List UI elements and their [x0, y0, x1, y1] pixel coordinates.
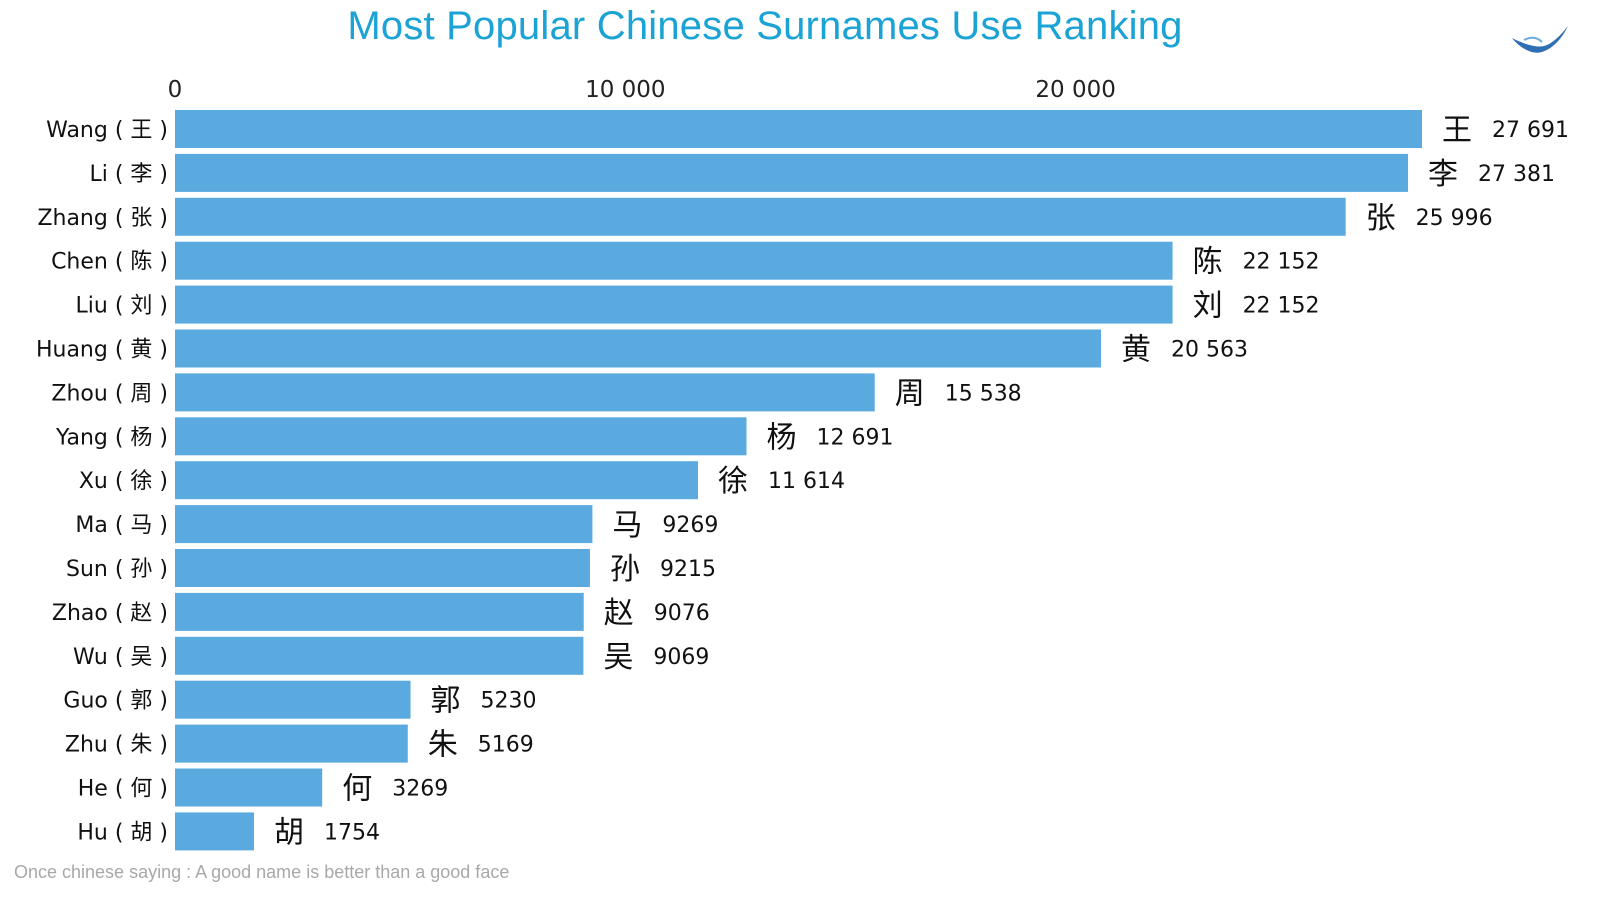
category-label: Hu ( 胡 ) [77, 820, 168, 845]
bar [175, 329, 1102, 368]
bar-hanzi-label: 郭 [431, 684, 461, 719]
bar-hanzi-label: 周 [895, 376, 925, 411]
x-tick-label: 0 [168, 77, 183, 103]
bird-wing-icon [1512, 26, 1568, 53]
category-label: Liu ( 刘 ) [76, 294, 168, 319]
bar [175, 241, 1173, 280]
bar [175, 110, 1422, 148]
category-label: Sun ( 孙 ) [66, 557, 168, 582]
category-label: Xu ( 徐 ) [79, 469, 168, 494]
bar [175, 592, 584, 631]
bar [175, 417, 747, 456]
x-tick-label: 10 000 [585, 77, 665, 103]
category-label: Zhao ( 赵 ) [52, 601, 168, 626]
bar [175, 549, 590, 587]
bar [175, 461, 699, 500]
category-label: Wu ( 吴 ) [73, 645, 168, 670]
bar [175, 373, 875, 412]
bar-hanzi-label: 孙 [610, 552, 640, 587]
category-label: Wang ( 王 ) [46, 118, 168, 143]
category-label: Ma ( 马 ) [75, 513, 168, 538]
bar-hanzi-label: 李 [1428, 157, 1458, 192]
data-label: 5169 [478, 733, 534, 758]
bar [175, 153, 1409, 192]
bar-hanzi-label: 刘 [1193, 289, 1223, 324]
data-label: 5230 [481, 689, 537, 714]
data-label: 1754 [324, 820, 380, 845]
footnote: Once chinese saying : A good name is bet… [14, 862, 510, 882]
bar [175, 285, 1173, 324]
bar [175, 197, 1346, 236]
data-label: 9069 [653, 645, 709, 670]
data-label: 12 691 [817, 425, 894, 450]
category-label: He ( 何 ) [78, 777, 168, 802]
bar [175, 724, 408, 763]
category-label: Zhu ( 朱 ) [65, 733, 168, 758]
bar [175, 680, 411, 719]
page-title: Most Popular Chinese Surnames Use Rankin… [347, 4, 1183, 48]
category-label: Zhang ( 张 ) [37, 206, 168, 231]
bar [175, 768, 323, 807]
bar-hanzi-label: 陈 [1193, 245, 1223, 280]
category-label: Li ( 李 ) [89, 162, 168, 187]
data-label: 9076 [654, 601, 710, 626]
category-label: Yang ( 杨 ) [55, 425, 168, 450]
bar-hanzi-label: 黄 [1121, 333, 1151, 368]
category-label: Huang ( 黄 ) [36, 338, 168, 363]
data-label: 22 152 [1243, 250, 1320, 275]
bar-hanzi-label: 马 [612, 508, 642, 543]
data-label: 27 381 [1478, 162, 1555, 187]
bar [175, 505, 593, 544]
data-label: 20 563 [1171, 338, 1248, 363]
category-label: Zhou ( 周 ) [51, 381, 168, 406]
bar-hanzi-label: 赵 [604, 596, 634, 631]
x-tick-label: 20 000 [1035, 77, 1115, 103]
data-label: 27 691 [1492, 118, 1569, 143]
bar-hanzi-label: 胡 [274, 815, 304, 850]
category-label: Guo ( 郭 ) [63, 689, 168, 714]
bar-hanzi-label: 张 [1366, 201, 1396, 236]
bar-hanzi-label: 吴 [603, 640, 633, 675]
data-label: 11 614 [768, 469, 845, 494]
bar [175, 812, 254, 851]
bar-hanzi-label: 何 [342, 772, 372, 807]
bar-hanzi-label: 朱 [428, 728, 458, 763]
bar-hanzi-label: 王 [1442, 113, 1472, 148]
bar-hanzi-label: 徐 [718, 464, 748, 499]
bar [175, 636, 584, 675]
data-label: 3269 [392, 777, 448, 802]
data-label: 9215 [660, 557, 716, 582]
data-label: 25 996 [1416, 206, 1493, 231]
data-label: 9269 [662, 513, 718, 538]
data-label: 15 538 [945, 381, 1022, 406]
data-label: 22 152 [1243, 294, 1320, 319]
category-label: Chen ( 陈 ) [51, 250, 168, 275]
bar-hanzi-label: 杨 [767, 420, 797, 455]
